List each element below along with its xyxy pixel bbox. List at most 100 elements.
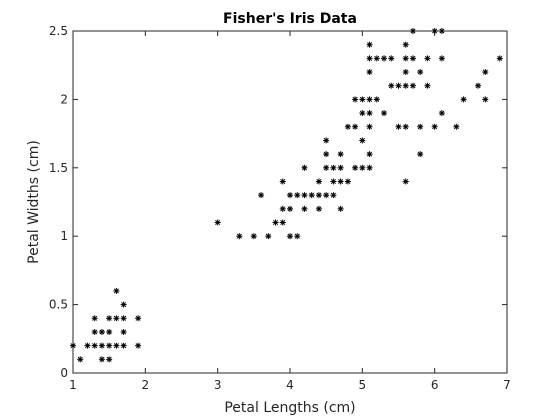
data-point [337,164,344,171]
data-point [106,356,113,363]
data-point [373,96,380,103]
data-point [301,192,308,199]
data-point [409,55,416,62]
data-point [120,315,127,322]
data-point [106,342,113,349]
data-point [402,55,409,62]
y-tick-label: 0 [60,366,68,380]
data-point [98,356,105,363]
data-point [258,192,265,199]
data-point [279,178,286,185]
data-point [402,82,409,89]
y-tick-label: 2 [60,92,68,106]
data-point [366,96,373,103]
data-point [431,123,438,130]
data-point [91,342,98,349]
data-point [330,178,337,185]
data-point [323,164,330,171]
data-point [482,69,489,76]
data-point [381,110,388,117]
data-point [323,151,330,158]
data-point [301,205,308,212]
data-point [344,178,351,185]
data-point [337,205,344,212]
data-point [366,164,373,171]
data-point [352,164,359,171]
chart-title: Fisher's Iris Data [223,11,357,27]
data-point [98,342,105,349]
x-axis-ticks: 1 2 3 4 5 6 7 [69,31,511,392]
data-point [315,205,322,212]
data-point [279,205,286,212]
data-point [402,69,409,76]
data-point [431,28,438,34]
data-point [323,192,330,199]
data-points [70,28,503,363]
data-point [366,69,373,76]
data-point [373,55,380,62]
data-point [250,233,257,240]
data-point [106,315,113,322]
data-point [409,28,416,34]
data-point [287,192,293,199]
data-point [84,342,91,349]
x-tick-label: 2 [142,378,150,392]
x-tick-label: 7 [503,378,511,392]
x-tick-label: 6 [431,378,439,392]
y-tick-label: 2.5 [49,24,68,38]
data-point [315,178,322,185]
data-point [287,233,293,240]
data-point [265,233,272,240]
data-point [214,219,221,226]
data-point [359,137,366,144]
data-point [294,233,301,240]
data-point [330,192,337,199]
data-point [308,192,315,199]
data-point [113,315,120,322]
data-point [438,110,445,117]
x-tick-label: 1 [69,378,77,392]
data-point [135,315,142,322]
data-point [279,219,286,226]
data-point [402,123,409,130]
axes [72,30,508,374]
data-point [337,151,344,158]
y-axis-ticks: 0 0.5 1 1.5 2 2.5 [49,24,507,380]
data-point [344,123,351,130]
data-point [417,123,424,130]
x-tick-label: 4 [286,378,294,392]
data-point [424,55,431,62]
data-point [120,342,127,349]
data-point [135,342,142,349]
data-point [301,164,308,171]
data-point [417,151,424,158]
data-point [381,55,388,62]
data-point [315,192,322,199]
data-point [294,192,301,199]
y-tick-label: 1 [60,229,68,243]
data-point [77,356,84,363]
y-tick-label: 0.5 [49,298,68,312]
data-point [366,151,373,158]
data-point [438,28,445,34]
data-point [330,164,337,171]
data-point [359,164,366,171]
data-point [366,123,373,130]
data-point [98,328,105,335]
data-point [395,123,402,130]
data-point [482,96,489,103]
data-point [395,82,402,89]
data-point [70,342,76,349]
data-point [409,82,416,89]
y-axis-label: Petal Widths (cm) [26,140,42,264]
data-point [453,123,460,130]
x-tick-label: 3 [214,378,222,392]
y-tick-label: 1.5 [49,161,68,175]
data-point [113,342,120,349]
data-point [359,110,366,117]
data-point [287,205,293,212]
data-point [460,96,467,103]
data-point [366,110,373,117]
data-point [424,82,431,89]
